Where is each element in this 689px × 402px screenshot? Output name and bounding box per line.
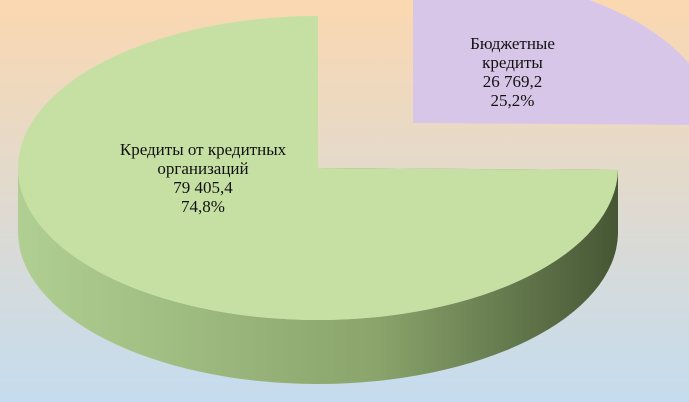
- category-label: Бюджетные кредиты: [470, 34, 555, 72]
- value-label: 26 769,2: [482, 72, 543, 91]
- slice-side: [17, 168, 618, 385]
- slice: [18, 16, 618, 321]
- percent-label: 25,2%: [490, 91, 535, 110]
- value-label: 79 405,4: [173, 178, 233, 197]
- slice-label: Бюджетные кредиты 26 769,2 25,2%: [455, 34, 570, 110]
- slice: [413, 0, 689, 125]
- slice-label: Кредиты от кредитных организаций 79 405,…: [118, 140, 288, 216]
- category-label: Кредиты от кредитных организаций: [119, 140, 287, 178]
- percent-label: 74,8%: [181, 197, 225, 216]
